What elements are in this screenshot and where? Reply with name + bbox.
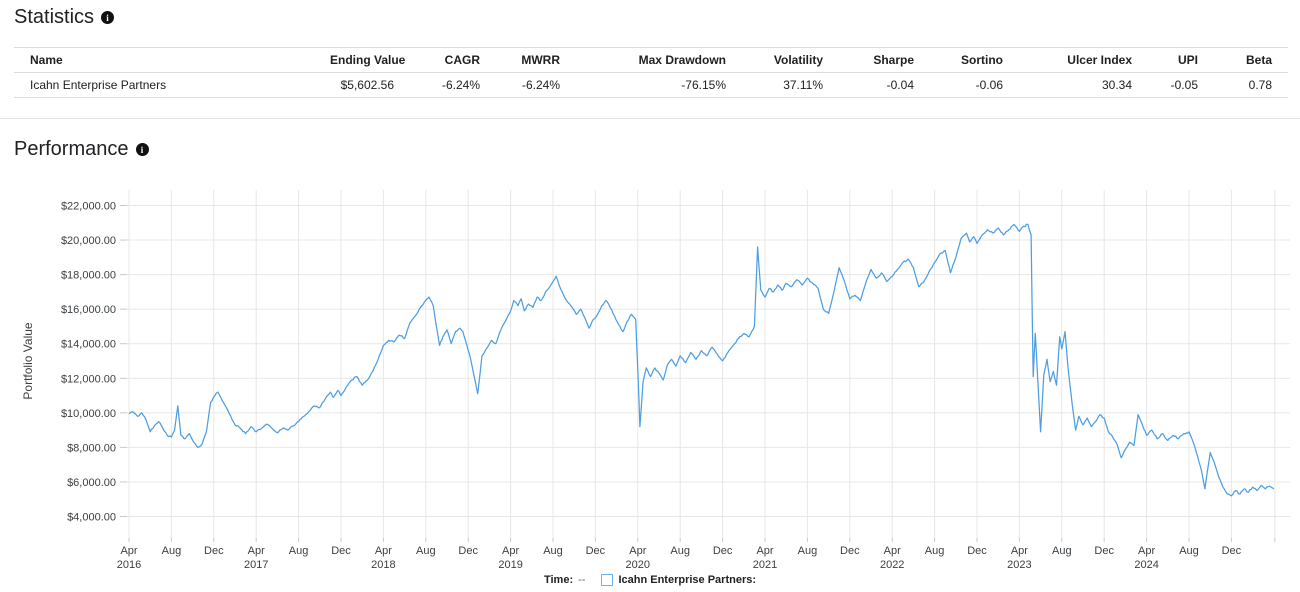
legend-time-label: Time: xyxy=(543,574,574,586)
y-tick-label: $12,000.00 xyxy=(61,373,116,385)
table-row: Icahn Enterprise Partners $5,602.56 -6.2… xyxy=(14,73,1288,98)
cell-sortino: -0.06 xyxy=(975,78,1003,92)
x-tick-month-label: Apr xyxy=(1138,545,1155,557)
x-tick-month-label: Dec xyxy=(586,545,606,557)
cell-volatility: 37.11% xyxy=(783,78,823,92)
col-header-sortino: Sortino xyxy=(961,53,1003,67)
x-tick-month-label: Dec xyxy=(840,545,860,557)
x-tick-month-label: Dec xyxy=(1094,545,1114,557)
y-tick-label: $16,000.00 xyxy=(61,304,116,316)
x-tick-month-label: Dec xyxy=(967,545,987,557)
x-tick-year-label: 2024 xyxy=(1134,559,1158,571)
legend-time-value: -- xyxy=(578,574,586,586)
portfolio-value-line xyxy=(128,223,1275,497)
y-tick-label: $4,000.00 xyxy=(67,512,116,524)
col-header-ulcer-index: Ulcer Index xyxy=(1067,53,1132,67)
legend-series-label[interactable]: Icahn Enterprise Partners: xyxy=(618,574,757,586)
x-tick-month-label: Aug xyxy=(416,545,436,557)
performance-heading-label: Performance xyxy=(14,138,129,160)
x-tick-month-label: Aug xyxy=(1052,545,1072,557)
x-tick-year-label: 2020 xyxy=(626,559,650,571)
chart-legend: Time: -- Icahn Enterprise Partners: xyxy=(0,574,1300,586)
performance-heading: Performance i xyxy=(14,138,149,161)
y-tick-label: $8,000.00 xyxy=(67,442,116,454)
table-header-row: Name Ending Value CAGR MWRR Max Drawdown… xyxy=(14,47,1288,73)
series-checkbox-swatch[interactable] xyxy=(601,574,614,586)
col-header-mwrr: MWRR xyxy=(521,53,560,67)
x-tick-month-label: Dec xyxy=(204,545,224,557)
col-header-ending-value: Ending Value xyxy=(330,53,406,67)
x-tick-month-label: Dec xyxy=(713,545,733,557)
cell-cagr: -6.24% xyxy=(441,78,480,92)
col-header-upi: UPI xyxy=(1177,53,1198,67)
section-divider xyxy=(0,118,1300,119)
x-tick-month-label: Dec xyxy=(331,545,351,557)
x-tick-year-label: 2018 xyxy=(371,559,395,571)
col-header-cagr: CAGR xyxy=(444,53,480,67)
cell-sharpe: -0.04 xyxy=(886,78,914,92)
y-tick-label: $6,000.00 xyxy=(67,477,116,489)
x-tick-month-label: Apr xyxy=(756,545,773,557)
statistics-heading: Statistics i xyxy=(14,6,115,29)
x-tick-month-label: Dec xyxy=(458,545,478,557)
x-tick-month-label: Dec xyxy=(1222,545,1242,557)
y-tick-label: $20,000.00 xyxy=(61,235,116,247)
statistics-table: Name Ending Value CAGR MWRR Max Drawdown… xyxy=(14,47,1288,98)
x-tick-year-label: 2019 xyxy=(498,559,522,571)
y-tick-label: $22,000.00 xyxy=(61,201,116,213)
x-tick-year-label: 2016 xyxy=(117,559,141,571)
statistics-heading-label: Statistics xyxy=(14,6,95,28)
x-tick-month-label: Aug xyxy=(289,545,309,557)
col-header-name: Name xyxy=(30,53,63,67)
x-tick-month-label: Aug xyxy=(543,545,563,557)
x-tick-month-label: Aug xyxy=(162,545,182,557)
x-tick-month-label: Apr xyxy=(884,545,901,557)
y-axis-title: Portfolio Value xyxy=(21,322,35,399)
col-header-beta: Beta xyxy=(1245,53,1272,67)
x-tick-year-label: 2023 xyxy=(1007,559,1031,571)
performance-line-chart[interactable]: $4,000.00 $6,000.00 $8,000.00 $10,000.00 $12… xyxy=(0,176,1300,574)
x-tick-year-label: 2021 xyxy=(753,559,777,571)
cell-ending-value: $5,602.56 xyxy=(340,78,394,92)
x-tick-month-label: Apr xyxy=(120,545,137,557)
x-tick-month-label: Aug xyxy=(670,545,690,557)
x-tick-month-label: Aug xyxy=(798,545,818,557)
x-tick-year-label: 2022 xyxy=(880,559,904,571)
y-tick-label: $14,000.00 xyxy=(61,339,116,351)
cell-mwrr: -6.24% xyxy=(521,78,560,92)
x-tick-month-label: Apr xyxy=(375,545,392,557)
cell-ulcer-index: 30.34 xyxy=(1101,78,1132,92)
cell-max-drawdown: -76.15% xyxy=(681,78,726,92)
x-tick-month-label: Apr xyxy=(1011,545,1028,557)
x-tick-month-label: Aug xyxy=(925,545,945,557)
statistics-info-icon[interactable]: i xyxy=(101,11,115,24)
performance-info-icon[interactable]: i xyxy=(135,143,149,156)
col-header-sharpe: Sharpe xyxy=(873,53,914,67)
cell-upi: -0.05 xyxy=(1170,78,1198,92)
cell-beta: 0.78 xyxy=(1248,78,1272,92)
x-tick-month-label: Apr xyxy=(502,545,519,557)
y-tick-label: $10,000.00 xyxy=(61,408,116,420)
x-tick-year-label: 2017 xyxy=(244,559,268,571)
y-tick-label: $18,000.00 xyxy=(61,270,116,282)
x-tick-month-label: Aug xyxy=(1179,545,1199,557)
cell-name: Icahn Enterprise Partners xyxy=(30,78,167,92)
x-tick-month-label: Apr xyxy=(629,545,646,557)
col-header-volatility: Volatility xyxy=(773,53,823,67)
col-header-max-drawdown: Max Drawdown xyxy=(638,53,726,67)
x-tick-month-label: Apr xyxy=(248,545,265,557)
